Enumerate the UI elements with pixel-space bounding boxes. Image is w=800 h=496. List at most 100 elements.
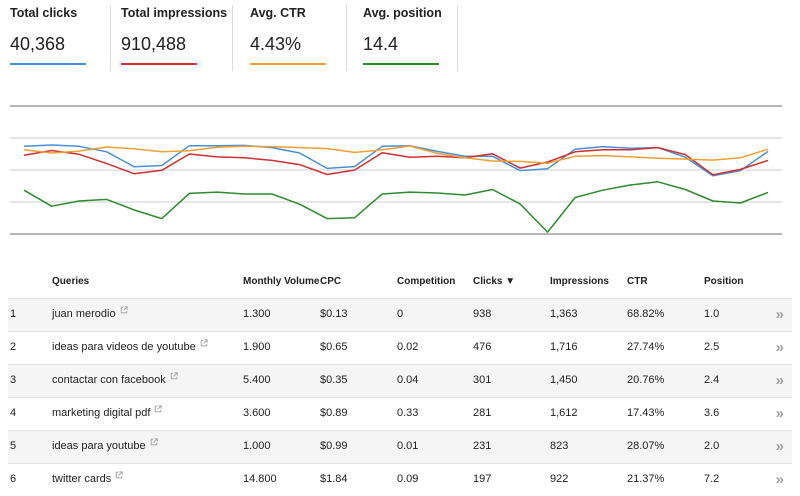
competition-cell-text: 0 — [397, 308, 404, 320]
cpc-cell: $0.13 — [320, 308, 348, 320]
position-cell-text: 2.4 — [704, 374, 720, 386]
metric-total-clicks[interactable]: Total clicks 40,368 — [0, 0, 110, 76]
query-link-text[interactable]: juan merodio — [52, 308, 116, 320]
competition-cell: 0.33 — [397, 407, 418, 419]
monthly-volume-cell: 5.400 — [243, 374, 271, 386]
row-number-text: 3 — [10, 374, 17, 386]
clicks-cell: 301 — [473, 374, 491, 386]
cpc-cell-text: $0.89 — [320, 407, 348, 419]
position-cell: 3.6 — [704, 407, 719, 419]
col-impressions[interactable]: Impressions — [550, 276, 609, 287]
monthly-volume-cell: 14.800 — [243, 473, 277, 485]
row-details-chevron-icon[interactable]: » — [775, 471, 784, 488]
ctr-cell-text: 27.74% — [627, 341, 665, 353]
row-details-chevron-icon[interactable]: » — [775, 372, 784, 389]
metric-value: 14.4 — [363, 34, 399, 54]
external-link-icon[interactable] — [120, 306, 128, 314]
monthly-volume-cell-text: 3.600 — [243, 407, 271, 419]
query-link-text[interactable]: marketing digital pdf — [52, 407, 151, 419]
query-link[interactable]: marketing digital pdf — [52, 405, 163, 419]
row-details-chevron-icon[interactable]: » — [775, 405, 784, 422]
metric-label: Avg. position — [363, 6, 442, 20]
competition-cell: 0.01 — [397, 440, 418, 452]
external-link-icon[interactable] — [154, 405, 163, 413]
cpc-cell: $1.84 — [320, 473, 348, 485]
metric-color-bar — [121, 63, 197, 65]
series-line-total-impressions — [23, 146, 769, 176]
query-link[interactable]: ideas para videos de youtube — [52, 339, 208, 353]
impressions-cell-text: 823 — [550, 440, 569, 452]
monthly-volume-cell: 1.300 — [243, 308, 271, 320]
query-link[interactable]: contactar con facebook — [52, 372, 178, 386]
external-link-icon[interactable] — [150, 438, 158, 446]
metric-avg-position[interactable]: Avg. position 14.4 — [346, 0, 458, 76]
metric-divider — [110, 5, 111, 71]
cpc-cell: $0.99 — [320, 440, 348, 452]
clicks-cell: 476 — [473, 341, 491, 353]
row-details-chevron-icon[interactable]: » — [775, 339, 784, 356]
metric-color-bar — [363, 63, 439, 65]
col-queries[interactable]: Queries — [52, 276, 90, 287]
col-cpc[interactable]: CPC — [320, 276, 342, 287]
query-link-text[interactable]: ideas para videos de youtube — [52, 341, 196, 353]
external-link-icon[interactable] — [170, 372, 178, 380]
query-link[interactable]: ideas para youtube — [52, 438, 158, 452]
clicks-cell-text: 197 — [473, 473, 492, 485]
competition-cell-text: 0.33 — [397, 407, 419, 419]
metric-total-impressions[interactable]: Total impressions 910,488 — [110, 0, 232, 76]
row-number-text: 5 — [10, 440, 17, 452]
position-cell: 7.2 — [704, 473, 719, 485]
monthly-volume-cell-text: 5.400 — [243, 374, 271, 386]
col-position[interactable]: Position — [704, 276, 744, 287]
monthly-volume-cell-text: 1.900 — [243, 341, 271, 353]
col-clicks-sorted[interactable]: Clicks ▼ — [473, 276, 516, 287]
monthly-volume-cell: 1.900 — [243, 341, 271, 353]
table-row[interactable]: 3 contactar con facebook 5.400 $0.35 0.04 301… — [8, 364, 792, 397]
table-row[interactable]: 5 ideas para youtube 1.000 $0.99 0.01 231 823 2… — [8, 430, 792, 463]
performance-chart — [10, 105, 782, 235]
ctr-cell: 20.76% — [627, 374, 664, 386]
row-details-chevron-icon[interactable]: » — [775, 306, 784, 323]
impressions-cell: 922 — [550, 473, 568, 485]
cpc-cell: $0.65 — [320, 341, 348, 353]
position-cell: 2.4 — [704, 374, 719, 386]
impressions-cell-text: 1,612 — [550, 407, 578, 419]
row-number-text: 1 — [10, 308, 17, 320]
table-row[interactable]: 6 twitter cards 14.800 $1.84 0.09 197 922 21.37… — [8, 463, 792, 496]
position-cell: 2.5 — [704, 341, 719, 353]
row-details-chevron-icon[interactable]: » — [775, 438, 784, 455]
metric-label: Total clicks — [10, 6, 78, 20]
external-link-icon[interactable] — [115, 471, 123, 479]
competition-cell: 0 — [397, 308, 403, 320]
series-line-avg-position — [23, 181, 769, 233]
metric-value: 4.43% — [250, 34, 302, 54]
col-competition[interactable]: Competition — [397, 276, 456, 287]
query-link[interactable]: twitter cards — [52, 471, 123, 485]
table-row[interactable]: 4 marketing digital pdf 3.600 $0.89 0.33 281 1… — [8, 397, 792, 430]
cpc-cell: $0.89 — [320, 407, 348, 419]
col-monthly-volume[interactable]: Monthly Volume — [243, 276, 320, 287]
clicks-cell-text: 301 — [473, 374, 492, 386]
impressions-cell-text: 922 — [550, 473, 569, 485]
position-cell-text: 2.0 — [704, 440, 720, 452]
query-link-text[interactable]: ideas para youtube — [52, 440, 146, 452]
ctr-cell-text: 17.43% — [627, 407, 665, 419]
clicks-cell: 281 — [473, 407, 491, 419]
metric-divider — [346, 5, 347, 71]
col-ctr[interactable]: CTR — [627, 276, 648, 287]
monthly-volume-cell: 1.000 — [243, 440, 271, 452]
table-row[interactable]: 1 juan merodio 1.300 $0.13 0 938 1,363 68.82% 1.… — [8, 298, 792, 331]
metric-avg-ctr[interactable]: Avg. CTR 4.43% — [232, 0, 342, 76]
cpc-cell-text: $0.99 — [320, 440, 348, 452]
monthly-volume-cell-text: 14.800 — [243, 473, 277, 485]
external-link-icon[interactable] — [200, 339, 208, 347]
query-link-text[interactable]: twitter cards — [52, 473, 112, 485]
query-link[interactable]: juan merodio — [52, 306, 128, 320]
table-row[interactable]: 2 ideas para videos de youtube 1.900 $0.65 0… — [8, 331, 792, 364]
table-header: Queries Monthly Volume CPC Competition C… — [8, 265, 792, 298]
ctr-cell-text: 21.37% — [627, 473, 665, 485]
row-number: 1 — [10, 308, 16, 320]
clicks-cell: 231 — [473, 440, 491, 452]
monthly-volume-cell: 3.600 — [243, 407, 271, 419]
query-link-text[interactable]: contactar con facebook — [52, 374, 166, 386]
